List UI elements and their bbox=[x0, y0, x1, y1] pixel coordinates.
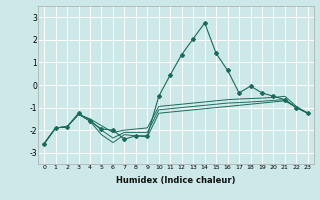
X-axis label: Humidex (Indice chaleur): Humidex (Indice chaleur) bbox=[116, 176, 236, 185]
